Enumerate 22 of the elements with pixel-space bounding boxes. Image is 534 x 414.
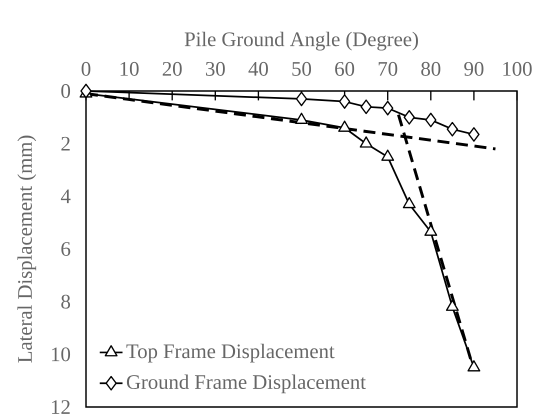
y-tick-label: 8 [61,294,70,309]
y-axis-title: Lateral Displacement (mm) [17,136,36,363]
x-tick-label: 50 [292,62,312,76]
x-tick-label: 100 [503,62,532,76]
y-tick-label: 4 [60,190,71,204]
x-tick-label: 10 [120,62,139,76]
x-tick-label: 20 [162,62,182,76]
y-tick-label: 6 [61,242,70,256]
x-tick-label: 0 [82,62,90,76]
y-tick-label: 12 [52,400,70,414]
x-tick-label: 30 [206,62,225,76]
x-tick-label: 70 [378,62,398,76]
y-tick-label: 2 [61,136,70,151]
legend-label: Top Frame Displacement [126,344,335,362]
x-tick-label: 60 [335,62,354,76]
x-axis-title: Pile Ground Angle (Degree) [184,32,418,51]
x-tick-label: 40 [248,62,268,76]
y-tick-label: 10 [52,347,70,362]
x-tick-label: 80 [421,62,440,76]
y-tick-label: 0 [61,84,70,98]
x-tick-label: 90 [464,62,484,76]
legend-label: Ground Frame Displacement [126,374,366,394]
